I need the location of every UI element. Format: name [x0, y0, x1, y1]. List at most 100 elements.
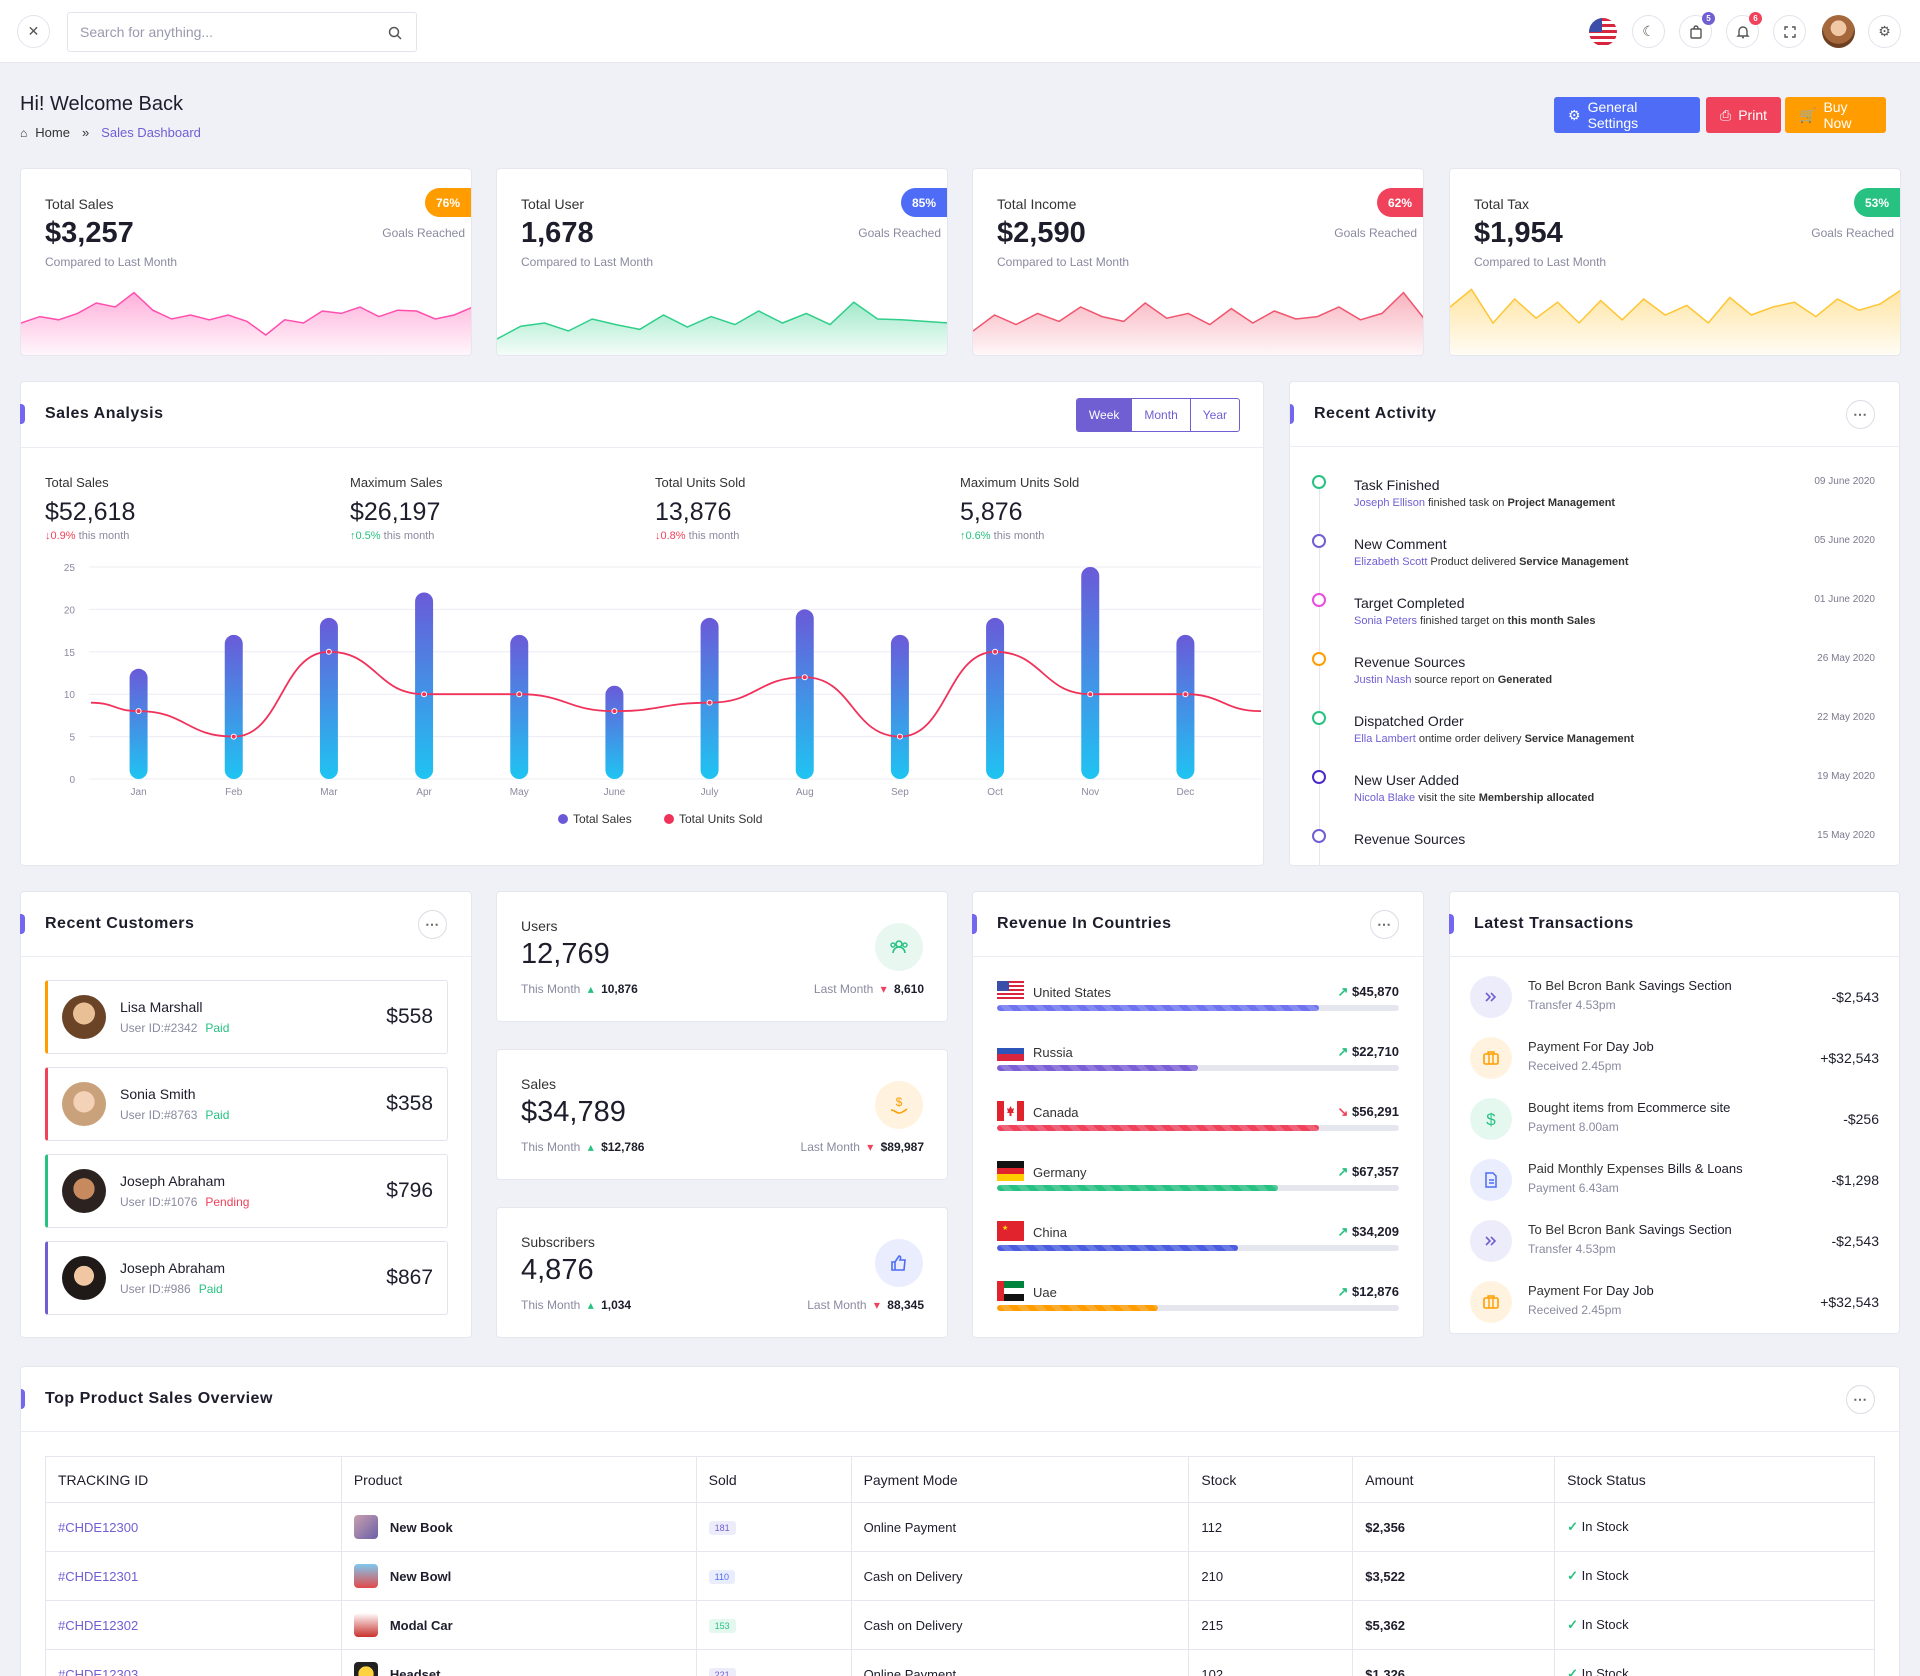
activity-user[interactable]: Justin Nash [1354, 674, 1412, 686]
table-row[interactable]: #CHDE12303 Headset 221 Online Payment 102 $1,… [45, 1649, 1875, 1676]
bar-total-sales[interactable] [700, 617, 719, 779]
activity-description: Nicola Blake visit the site Membership a… [1354, 792, 1594, 804]
line-point[interactable] [230, 733, 237, 740]
line-point[interactable] [1182, 691, 1189, 698]
activity-title: Dispatched Order [1354, 713, 1464, 729]
activity-item: New Comment Elizabeth Scott Product deliv… [1290, 534, 1899, 592]
stat-title: Total User [521, 196, 585, 212]
search-icon[interactable] [388, 26, 402, 40]
more-options-button[interactable]: ⋯ [1370, 910, 1399, 939]
card-title: Revenue In Countries [997, 915, 1172, 932]
tab-year[interactable]: Year [1189, 399, 1239, 431]
column-header[interactable]: Stock [1188, 1456, 1354, 1503]
line-point[interactable] [611, 708, 618, 715]
line-point[interactable] [706, 699, 713, 706]
line-point[interactable] [992, 648, 999, 655]
table-row[interactable]: #CHDE12301 New Bowl 110 Cash on Delivery 210… [45, 1551, 1875, 1601]
bar-total-sales[interactable] [224, 634, 243, 779]
x-tick-label: Mar [320, 787, 338, 798]
cart-button[interactable]: 5 [1679, 12, 1715, 48]
tab-month[interactable]: Month [1131, 399, 1189, 431]
column-header[interactable]: Sold [695, 1456, 852, 1503]
activity-user[interactable]: Ella Lambert [1354, 733, 1416, 745]
activity-user[interactable]: Elizabeth Scott [1354, 556, 1428, 568]
line-point[interactable] [421, 691, 428, 698]
tracking-id[interactable]: #CHDE12303 [45, 1649, 342, 1676]
transaction-item[interactable]: Payment For Day Job Received 2.45pm +$32,5… [1470, 1281, 1879, 1339]
line-point[interactable] [135, 708, 142, 715]
bar-total-sales[interactable] [510, 634, 529, 779]
transaction-amount: +$32,543 [1820, 1050, 1879, 1066]
table-row[interactable]: #CHDE12302 Modal Car 153 Cash on Delivery 21… [45, 1600, 1875, 1650]
tracking-id[interactable]: #CHDE12302 [45, 1600, 342, 1650]
avatar[interactable] [1822, 15, 1855, 48]
bar-total-sales[interactable] [605, 685, 624, 779]
transaction-item[interactable]: To Bel Bcron Bank Savings Section Transfe… [1470, 1220, 1879, 1278]
settings-button[interactable]: ⚙ [1868, 15, 1901, 48]
activity-item: New User Added Nicola Blake visit the sit… [1290, 770, 1899, 828]
transaction-subtitle: Received 2.45pm [1528, 1059, 1622, 1073]
transaction-item[interactable]: Paid Monthly Expenses Bills & Loans Payme… [1470, 1159, 1879, 1217]
more-options-button[interactable]: ⋯ [418, 910, 447, 939]
activity-user[interactable]: Nicola Blake [1354, 792, 1416, 804]
kpi-block: Maximum Units Sold 5,876 ↑0.6% this month [960, 475, 1079, 542]
kpi-change-value: 0.9% [50, 530, 76, 542]
column-header[interactable]: TRACKING ID [45, 1456, 342, 1503]
country-amount: $22,710 [1352, 1044, 1399, 1059]
last-month: Last Month ▾ 8,610 [814, 982, 924, 996]
general-settings-button[interactable]: ⚙ General Settings [1554, 97, 1700, 133]
transaction-item[interactable]: Payment For Day Job Received 2.45pm +$32,5… [1470, 1037, 1879, 1095]
users-icon [875, 923, 923, 971]
more-options-button[interactable]: ⋯ [1846, 400, 1875, 429]
customer-item[interactable]: Joseph Abraham User ID:#986 Paid $867 [45, 1241, 448, 1315]
tab-week[interactable]: Week [1076, 399, 1132, 431]
tracking-id[interactable]: #CHDE12301 [45, 1551, 342, 1601]
bar-total-sales[interactable] [890, 634, 909, 779]
activity-description: Ella Lambert ontime order delivery Servi… [1354, 733, 1634, 745]
transaction-item[interactable]: To Bel Bcron Bank Savings Section Transfe… [1470, 976, 1879, 1034]
close-sidebar-button[interactable]: ✕ [17, 15, 50, 48]
column-header[interactable]: Amount [1352, 1456, 1556, 1503]
us-flag-icon[interactable] [1589, 18, 1617, 46]
stock: 215 [1188, 1600, 1354, 1650]
more-options-button[interactable]: ⋯ [1846, 1385, 1875, 1414]
bar-total-sales[interactable] [795, 609, 814, 779]
transaction-item[interactable]: $ Bought items from Ecommerce site Payment… [1470, 1098, 1879, 1156]
activity-user[interactable]: Sonia Peters [1354, 615, 1417, 627]
line-point[interactable] [516, 691, 523, 698]
table-row[interactable]: #CHDE12300 New Book 181 Online Payment 112 $2… [45, 1502, 1875, 1552]
tracking-id[interactable]: #CHDE12300 [45, 1502, 342, 1552]
breadcrumb-home[interactable]: Home [35, 125, 70, 140]
customer-item[interactable]: Lisa Marshall User ID:#2342 Paid $558 [45, 980, 448, 1054]
activity-user[interactable]: Joseph Ellison [1354, 497, 1425, 509]
country-row: Russia ↗ $22,710 [997, 1039, 1399, 1079]
line-point[interactable] [896, 733, 903, 740]
double-chevron-icon [1470, 976, 1512, 1018]
customer-item[interactable]: Joseph Abraham User ID:#1076 Pending $796 [45, 1154, 448, 1228]
line-point[interactable] [325, 648, 332, 655]
timeline-line [1319, 480, 1320, 865]
fullscreen-button[interactable] [1773, 15, 1806, 48]
bar-total-sales[interactable] [986, 617, 1005, 779]
y-tick-label: 0 [69, 775, 75, 786]
kpi-change: ↓0.8% this month [655, 530, 745, 542]
column-header[interactable]: Product [340, 1456, 697, 1503]
notifications-button[interactable]: 6 [1726, 12, 1762, 48]
dark-mode-button[interactable]: ☾ [1632, 15, 1665, 48]
customer-item[interactable]: Sonia Smith User ID:#8763 Paid $358 [45, 1067, 448, 1141]
bar-total-sales[interactable] [415, 592, 434, 779]
country-amount: $45,870 [1352, 984, 1399, 999]
line-point[interactable] [801, 674, 808, 681]
column-header[interactable]: Stock Status [1554, 1456, 1875, 1503]
print-button[interactable]: ⎙ Print [1706, 97, 1781, 133]
bar-total-sales[interactable] [129, 668, 148, 779]
bar-total-sales[interactable] [1176, 634, 1195, 779]
progress-fill [997, 1185, 1279, 1191]
bar-total-sales[interactable] [1081, 567, 1100, 779]
search-input[interactable] [68, 13, 358, 51]
bar-total-sales[interactable] [319, 617, 338, 779]
buy-now-button[interactable]: 🛒 Buy Now [1785, 97, 1886, 133]
column-header[interactable]: Payment Mode [850, 1456, 1190, 1503]
svg-text:★: ★ [1002, 1224, 1008, 1232]
line-point[interactable] [1087, 691, 1094, 698]
